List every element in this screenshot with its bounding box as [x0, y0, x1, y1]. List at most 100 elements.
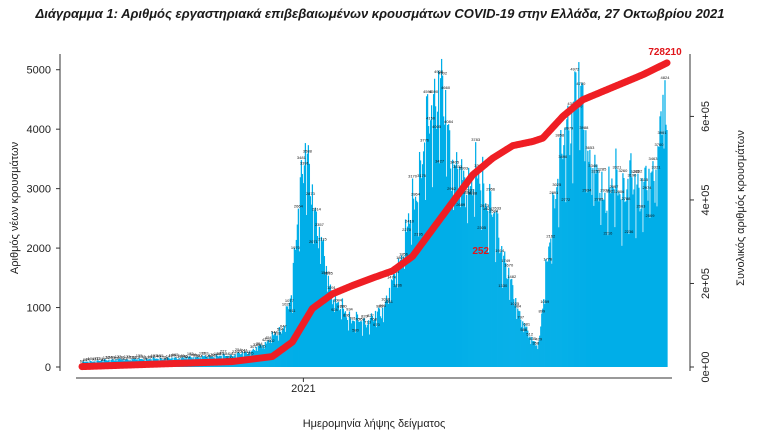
bar-value-label: 2509 [646, 213, 656, 218]
daily-bar [581, 82, 583, 368]
bar-value-label: 3245 [630, 169, 640, 174]
bar-value-label: 2357 [315, 222, 325, 227]
daily-bar [569, 155, 571, 367]
daily-bar [615, 148, 617, 367]
daily-bar [498, 237, 500, 367]
bar-value-label: 197 [199, 350, 206, 355]
daily-bar [390, 279, 393, 367]
bar-value-label: 1776 [543, 256, 553, 261]
bar-value-label: 1098 [381, 297, 391, 302]
daily-bar [399, 259, 402, 367]
daily-bar [489, 183, 491, 367]
bar-value-label: 3901 [658, 130, 668, 135]
daily-bar [654, 202, 656, 367]
daily-bar [285, 306, 287, 367]
daily-bar [537, 349, 539, 367]
y-tick-label: 2000 [27, 243, 51, 255]
daily-bar [384, 301, 387, 367]
daily-bar [660, 111, 662, 367]
bar-value-label: 1670 [504, 263, 514, 268]
bar-value-label: 3700 [655, 142, 665, 147]
daily-bar [511, 278, 513, 367]
daily-bar [596, 164, 598, 367]
daily-bar [286, 306, 288, 367]
daily-bar [593, 205, 595, 367]
daily-bar [386, 300, 389, 367]
daily-bar [419, 160, 422, 367]
daily-bar [310, 204, 313, 367]
daily-bar [622, 173, 624, 367]
bar-value-label: 996 [379, 303, 386, 308]
daily-bar [461, 159, 463, 367]
daily-bar [325, 265, 328, 367]
daily-bar [414, 196, 417, 367]
daily-bar [542, 308, 544, 367]
daily-bar [351, 320, 354, 367]
daily-bar [335, 303, 338, 367]
daily-bar [559, 137, 561, 367]
daily-bar [381, 307, 384, 367]
daily-bar [634, 174, 636, 367]
daily-bar [469, 192, 471, 367]
daily-bar [478, 168, 480, 367]
daily-bar [372, 321, 375, 367]
daily-bar [338, 310, 341, 367]
daily-bar [548, 246, 550, 367]
bar-value-label: 2236 [624, 229, 634, 234]
bar-value-label: 3346 [588, 163, 598, 168]
daily-bar [403, 268, 406, 367]
daily-bar [565, 202, 567, 367]
bar-value-label: 83 [101, 357, 106, 362]
daily-bar [456, 152, 458, 367]
bar-value-label: 3588 [303, 149, 313, 154]
bar-value-label: 2896 [462, 190, 472, 195]
daily-bar [406, 226, 409, 367]
daily-bar [603, 199, 605, 367]
bar-value-label: 227 [220, 349, 227, 354]
bar-value-label: 820 [361, 313, 368, 318]
bar-value-label: 3653 [585, 145, 595, 150]
daily-bar [607, 235, 609, 367]
daily-bar [534, 341, 536, 367]
daily-bar [375, 327, 378, 367]
daily-bar [557, 178, 559, 367]
daily-bar [271, 331, 273, 367]
daily-bar [373, 319, 376, 367]
y2-tick-label: 6e+05 [700, 101, 712, 132]
bar-value-label: 3979 [564, 125, 574, 130]
bar-value-label: 4005 [432, 124, 442, 129]
daily-bar [552, 192, 554, 367]
x-axis-title: Ημερομηνία λήψης δείγματος [303, 418, 446, 430]
daily-bar [657, 146, 659, 367]
bar-value-label: 170 [208, 352, 215, 357]
bar-value-label: 3496 [558, 154, 568, 159]
bar-value-label: 2921 [606, 188, 616, 193]
daily-bar [541, 313, 543, 367]
daily-bar [278, 326, 280, 367]
cumulative-cases-line: 728210 252 [78, 47, 682, 371]
daily-bar [453, 210, 455, 367]
daily-bar [591, 194, 593, 367]
bar-value-label: 138 [139, 354, 146, 359]
daily-bar [479, 183, 481, 367]
daily-bar [576, 102, 578, 368]
bar-value-label: 422 [262, 337, 269, 342]
bar-value-label: 3170 [408, 174, 418, 179]
daily-bar [431, 187, 434, 367]
daily-bar [623, 177, 625, 367]
y2-tick-label: 0e+00 [700, 352, 712, 383]
y-tick-label: 1000 [27, 303, 51, 315]
daily-bar [485, 203, 487, 367]
bar-value-label: 2997 [609, 184, 619, 189]
daily-bar [507, 279, 509, 367]
bar-value-label: 1482 [507, 274, 517, 279]
daily-bar [560, 130, 562, 367]
bar-value-label: 131 [148, 354, 155, 359]
daily-bar [536, 345, 538, 367]
daily-bar [482, 156, 484, 367]
bar-value-label: 781 [349, 316, 356, 321]
bar-value-label: 836 [343, 312, 350, 317]
daily-bar [334, 293, 337, 367]
daily-bar [503, 255, 505, 367]
